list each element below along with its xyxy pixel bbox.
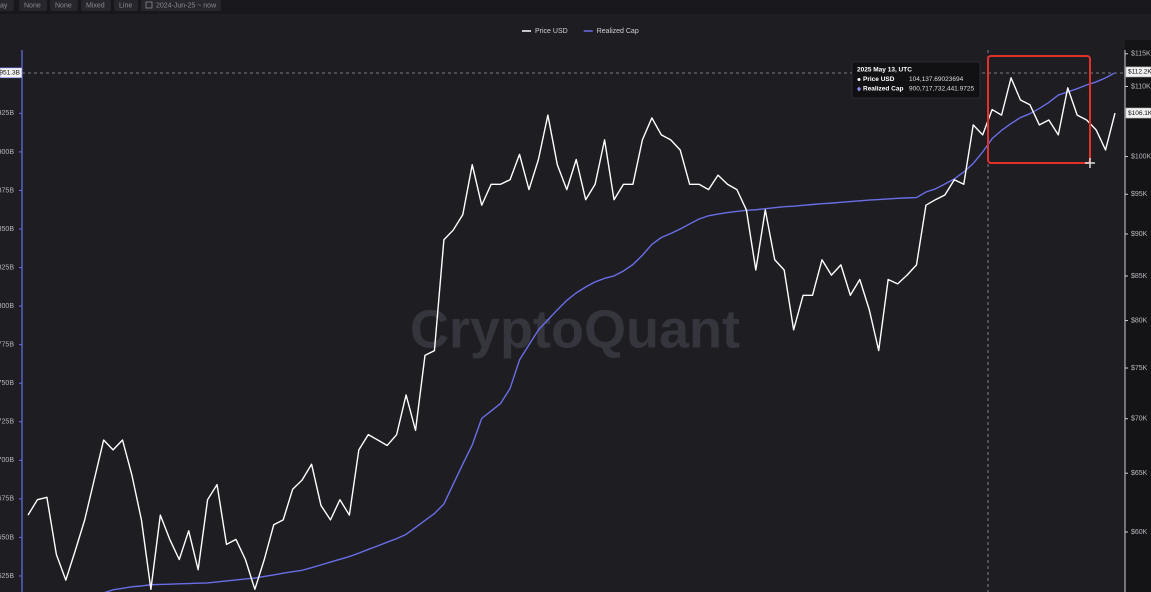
toolbar-button[interactable]: [50, 0, 78, 11]
cursor: [1085, 158, 1095, 168]
toolbar-label: Mixed: [86, 2, 105, 9]
right-axis-area: [1125, 40, 1151, 592]
toolbar-button[interactable]: [19, 0, 47, 11]
y-tick-label: 650B: [0, 534, 14, 541]
tooltip-value: 900,717,732,441.9725: [909, 86, 974, 93]
toolbar-label: Line: [119, 2, 132, 9]
y-tick-label: 900B: [0, 149, 14, 156]
y-tick-label: 800B: [0, 303, 14, 310]
y-tick-label: 725B: [0, 419, 14, 426]
toolbar-button[interactable]: [114, 0, 138, 11]
y-tick-label: 625B: [0, 573, 14, 580]
y2-tick-label: $100K: [1131, 153, 1151, 160]
tooltip-date: 2025 May 13, UTC: [857, 67, 912, 74]
y2-tick-label: $110K: [1131, 83, 1151, 90]
y2-tick-label: $80K: [1131, 317, 1148, 324]
toolbar-label: None: [55, 2, 72, 9]
toolbar-label: 2024-Jun-25 ~ now: [156, 2, 217, 9]
series-line: [27, 77, 1116, 591]
y-tick-label: 675B: [0, 496, 14, 503]
tooltip-icon: [857, 78, 861, 81]
toolbar-bar: [0, 0, 1151, 14]
highlight-box: [987, 55, 1091, 164]
legend-label: Price USD: [535, 28, 568, 35]
toolbar-label: None: [24, 2, 41, 9]
y2-tick-label: $60K: [1131, 529, 1148, 536]
y2-tick-label: $115K: [1131, 51, 1151, 58]
tooltip: 2025 May 13, UTC Price USD 104,137.69023…: [851, 61, 981, 99]
y2-tick-label: $85K: [1131, 273, 1148, 280]
tooltip-name: Realized Cap: [863, 86, 903, 93]
axis-marker-box: [1125, 66, 1151, 78]
series-line: [104, 72, 1116, 592]
axis-marker-box: [1125, 107, 1151, 119]
tooltip-value: 104,137.69023694: [909, 76, 964, 83]
y-tick-label: 875B: [0, 187, 14, 194]
toolbar-button[interactable]: [0, 0, 14, 11]
calendar-icon: [145, 1, 153, 9]
y2-tick-label: $65K: [1131, 470, 1148, 477]
y-tick-label: 825B: [0, 264, 14, 271]
axis-marker-label: 951.3B: [0, 70, 20, 77]
axis-marker-label: $112.2K: [1128, 69, 1151, 76]
legend-label: Realized Cap: [597, 28, 639, 35]
tooltip-icon: [857, 86, 861, 92]
y2-tick-label: $75K: [1131, 365, 1148, 372]
y2-tick-label: $90K: [1131, 231, 1148, 238]
toolbar-label: ay: [0, 2, 8, 9]
tooltip-name: Price USD: [863, 76, 895, 83]
date-range-button[interactable]: [141, 0, 221, 11]
plot-area: [27, 72, 1116, 592]
tooltip-box: [851, 61, 981, 99]
toolbar: ay None None Mixed Line 2024-Jun-25 ~ no…: [0, 0, 221, 11]
y2-tick-label: $70K: [1131, 416, 1148, 423]
axis-marker-label: $106.1K: [1128, 110, 1151, 117]
y-tick-label: 850B: [0, 226, 14, 233]
y-tick-label: 775B: [0, 342, 14, 349]
toolbar-button[interactable]: [81, 0, 111, 11]
watermark: CryptoQuant: [410, 299, 740, 359]
y-tick-label: 750B: [0, 380, 14, 387]
y-tick-label: 700B: [0, 457, 14, 464]
y2-tick-label: $95K: [1131, 191, 1148, 198]
axis-marker-box: [0, 67, 23, 79]
y-tick-label: 925B: [0, 110, 14, 117]
